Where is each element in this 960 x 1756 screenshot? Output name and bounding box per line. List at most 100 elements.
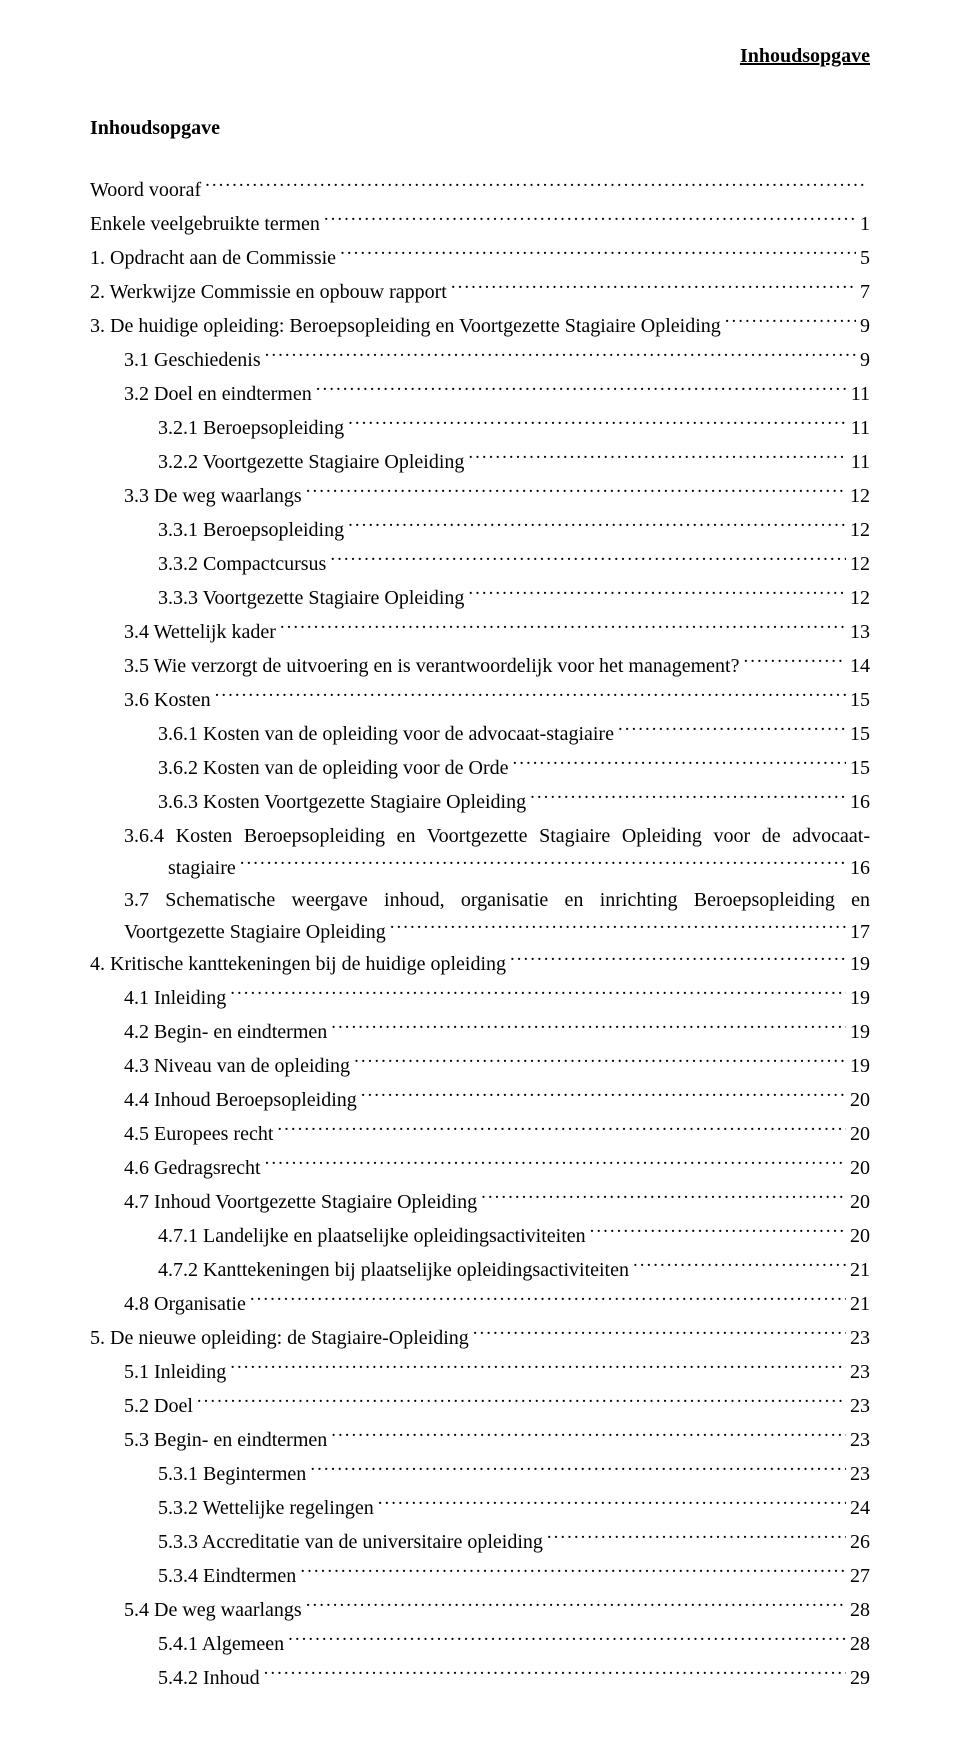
toc-entry: 3.3 De weg waarlangs 12 [90, 480, 870, 512]
toc-leader [215, 686, 846, 706]
toc-leader [725, 312, 856, 332]
toc-label: 4. Kritische kanttekeningen bij de huidi… [90, 948, 506, 980]
toc-entry: 2. Werkwijze Commissie en opbouw rapport… [90, 276, 870, 308]
toc-label: Woord vooraf [90, 174, 201, 206]
toc-entry: 1. Opdracht aan de Commissie5 [90, 242, 870, 274]
toc-entry: 3.2 Doel en eindtermen11 [90, 378, 870, 410]
toc-label: 3.6.1 Kosten van de opleiding voor de ad… [158, 718, 614, 750]
toc-leader [361, 1086, 846, 1106]
toc-leader [633, 1256, 846, 1276]
toc-page: 23 [850, 1424, 870, 1456]
toc-label: 4.6 Gedragsrecht [124, 1152, 261, 1184]
running-header: Inhoudsopgave [90, 40, 870, 72]
toc-page: 19 [850, 948, 870, 980]
toc-page: 7 [860, 276, 870, 308]
toc-label: 3.5 Wie verzorgt de uitvoering en is ver… [124, 650, 740, 682]
toc-page: 9 [860, 310, 870, 342]
toc-page: 26 [850, 1526, 870, 1558]
toc-page: 28 [850, 1594, 870, 1626]
toc-entry: 3.6 Kosten15 [90, 684, 870, 716]
toc-entry: 4.2 Begin- en eindtermen19 [90, 1016, 870, 1048]
toc-label: 3. De huidige opleiding: Beroepsopleidin… [90, 310, 721, 342]
toc-page: 20 [850, 1152, 870, 1184]
toc-page: 23 [850, 1356, 870, 1388]
toc-entry: 3.2.1 Beroepsopleiding11 [90, 412, 870, 444]
toc-page: 12 [850, 480, 870, 512]
toc-leader [390, 918, 846, 938]
toc-label: 4.4 Inhoud Beroepsopleiding [124, 1084, 357, 1116]
toc-leader [230, 1358, 846, 1378]
toc-entry: 3.4 Wettelijk kader13 [90, 616, 870, 648]
toc-label: 5.2 Doel [124, 1390, 193, 1422]
toc-label: 3.4 Wettelijk kader [124, 616, 276, 648]
toc-page: 1 [860, 208, 870, 240]
toc-entry: 5.3.4 Eindtermen27 [90, 1560, 870, 1592]
toc-entry: 3.7 Schematische weergave inhoud, organi… [90, 884, 870, 948]
toc-leader [300, 1562, 846, 1582]
toc-leader [205, 176, 866, 196]
toc-label: 4.7 Inhoud Voortgezette Stagiaire Opleid… [124, 1186, 477, 1218]
toc-leader [348, 516, 846, 536]
toc-label: 3.3.2 Compactcursus [158, 548, 326, 580]
toc-label: 3.2 Doel en eindtermen [124, 378, 312, 410]
toc-entry: 3.6.4 Kosten Beroepsopleiding en Voortge… [90, 820, 870, 884]
toc-leader [310, 1460, 846, 1480]
toc-entry: 3.5 Wie verzorgt de uitvoering en is ver… [90, 650, 870, 682]
toc-label: 5.3.1 Begintermen [158, 1458, 306, 1490]
toc-page: 12 [850, 548, 870, 580]
toc-label: 5.4.2 Inhoud [158, 1662, 260, 1694]
toc-page: 11 [851, 412, 870, 444]
toc-entry: 4.7 Inhoud Voortgezette Stagiaire Opleid… [90, 1186, 870, 1218]
toc-entry: 5.3.3 Accreditatie van de universitaire … [90, 1526, 870, 1558]
toc-entry: Woord vooraf [90, 174, 870, 206]
toc-entry: 5.4.1 Algemeen28 [90, 1628, 870, 1660]
toc-entry: 4.6 Gedragsrecht 20 [90, 1152, 870, 1184]
toc-label: 5.3 Begin- en eindtermen [124, 1424, 327, 1456]
toc-label: 4.8 Organisatie [124, 1288, 246, 1320]
toc-label: 3.6.2 Kosten van de opleiding voor de Or… [158, 752, 508, 784]
toc-page: 12 [850, 514, 870, 546]
page-title: Inhoudsopgave [90, 112, 870, 144]
toc-label: 3.3.3 Voortgezette Stagiaire Opleiding [158, 582, 464, 614]
toc-leader [230, 984, 846, 1004]
toc-entry: 4. Kritische kanttekeningen bij de huidi… [90, 948, 870, 980]
toc-page: 23 [850, 1458, 870, 1490]
toc-label: 4.3 Niveau van de opleiding [124, 1050, 350, 1082]
toc-entry: 5. De nieuwe opleiding: de Stagiaire-Opl… [90, 1322, 870, 1354]
toc-entry: 5.2 Doel 23 [90, 1390, 870, 1422]
toc-page: 9 [860, 344, 870, 376]
toc-entry: 4.8 Organisatie21 [90, 1288, 870, 1320]
toc-label: 1. Opdracht aan de Commissie [90, 242, 336, 274]
toc-entry: 5.3 Begin- en eindtermen 23 [90, 1424, 870, 1456]
toc-page: 23 [850, 1390, 870, 1422]
toc-label: 3.3 De weg waarlangs [124, 480, 302, 512]
toc-page: 20 [850, 1186, 870, 1218]
toc-leader [354, 1052, 846, 1072]
toc-label: 4.7.2 Kanttekeningen bij plaatselijke op… [158, 1254, 629, 1286]
toc-label: 5.3.3 Accreditatie van de universitaire … [158, 1526, 543, 1558]
toc-entry: 5.4.2 Inhoud29 [90, 1662, 870, 1694]
toc-label: Voortgezette Stagiaire Opleiding [124, 916, 386, 948]
toc-label: 2. Werkwijze Commissie en opbouw rapport [90, 276, 447, 308]
toc-leader [306, 1596, 846, 1616]
toc-page: 16 [850, 786, 870, 818]
toc-page: 16 [850, 852, 870, 884]
toc-leader [331, 1018, 846, 1038]
toc-page: 27 [850, 1560, 870, 1592]
toc-leader [265, 1154, 846, 1174]
toc-label: 3.6 Kosten [124, 684, 211, 716]
toc-entry: 5.4 De weg waarlangs28 [90, 1594, 870, 1626]
toc-page: 20 [850, 1084, 870, 1116]
toc-page: 19 [850, 1016, 870, 1048]
toc-entry: 4.1 Inleiding19 [90, 982, 870, 1014]
toc-entry: 4.7.1 Landelijke en plaatselijke opleidi… [90, 1220, 870, 1252]
toc-leader [590, 1222, 846, 1242]
toc-entry: 5.1 Inleiding23 [90, 1356, 870, 1388]
toc-leader [547, 1528, 846, 1548]
toc-entry: 3.3.3 Voortgezette Stagiaire Opleiding12 [90, 582, 870, 614]
toc-leader [468, 448, 846, 468]
toc-leader [330, 550, 846, 570]
toc-leader [250, 1290, 846, 1310]
toc-leader [240, 854, 846, 874]
toc-leader [306, 482, 846, 502]
